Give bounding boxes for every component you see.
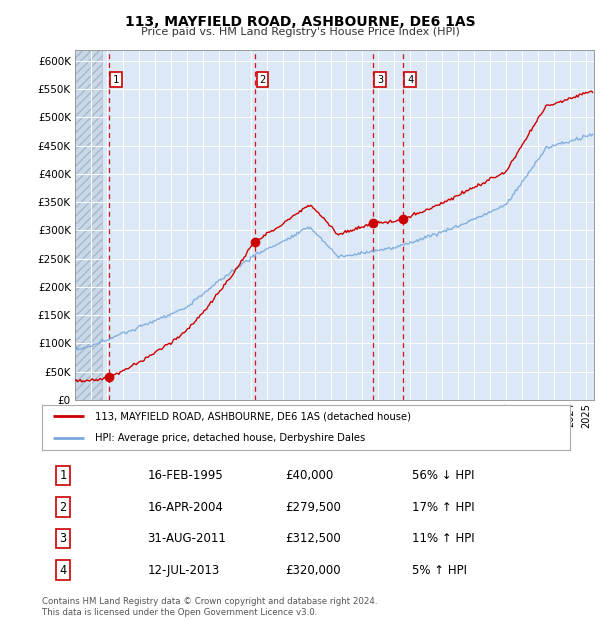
Text: £40,000: £40,000 (285, 469, 333, 482)
Text: 1: 1 (59, 469, 67, 482)
Text: 56% ↓ HPI: 56% ↓ HPI (412, 469, 474, 482)
Text: 1: 1 (113, 74, 119, 84)
Text: 11% ↑ HPI: 11% ↑ HPI (412, 532, 474, 545)
Text: 16-APR-2004: 16-APR-2004 (148, 500, 223, 513)
Text: 3: 3 (59, 532, 67, 545)
Text: £320,000: £320,000 (285, 564, 341, 577)
Text: 2: 2 (259, 74, 266, 84)
Text: 4: 4 (59, 564, 67, 577)
Text: 17% ↑ HPI: 17% ↑ HPI (412, 500, 474, 513)
Text: 5% ↑ HPI: 5% ↑ HPI (412, 564, 467, 577)
Text: HPI: Average price, detached house, Derbyshire Dales: HPI: Average price, detached house, Derb… (95, 433, 365, 443)
Text: 16-FEB-1995: 16-FEB-1995 (148, 469, 223, 482)
Text: 12-JUL-2013: 12-JUL-2013 (148, 564, 220, 577)
Text: 113, MAYFIELD ROAD, ASHBOURNE, DE6 1AS: 113, MAYFIELD ROAD, ASHBOURNE, DE6 1AS (125, 16, 475, 30)
Text: 113, MAYFIELD ROAD, ASHBOURNE, DE6 1AS (detached house): 113, MAYFIELD ROAD, ASHBOURNE, DE6 1AS (… (95, 411, 411, 421)
Text: 2: 2 (59, 500, 67, 513)
Text: 31-AUG-2011: 31-AUG-2011 (148, 532, 226, 545)
Text: £312,500: £312,500 (285, 532, 341, 545)
Text: £279,500: £279,500 (285, 500, 341, 513)
Bar (75, 50, 102, 400)
Text: 4: 4 (407, 74, 413, 84)
Text: Contains HM Land Registry data © Crown copyright and database right 2024.
This d: Contains HM Land Registry data © Crown c… (42, 598, 377, 617)
Text: 3: 3 (377, 74, 383, 84)
Text: Price paid vs. HM Land Registry's House Price Index (HPI): Price paid vs. HM Land Registry's House … (140, 27, 460, 37)
